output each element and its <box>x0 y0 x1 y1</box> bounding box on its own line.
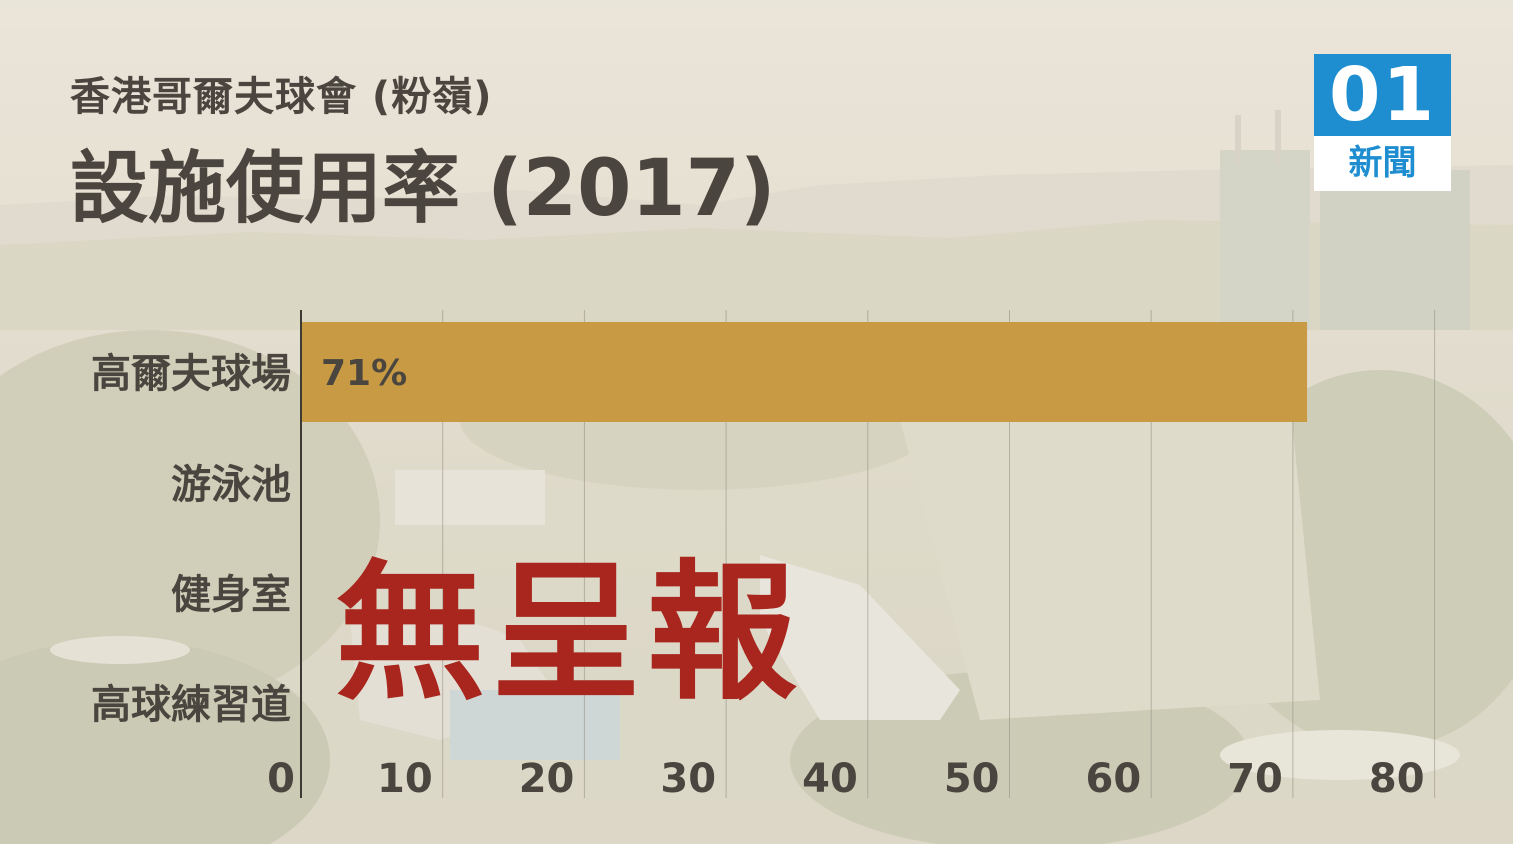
not-reported-stamp: 無呈報 <box>335 547 804 721</box>
x-tick-label: 70 <box>1227 756 1283 802</box>
logo-number: 01 <box>1329 52 1436 138</box>
category-label: 高球練習道 <box>91 682 291 728</box>
logo-label: 新聞 <box>1314 136 1451 191</box>
logo-blue-block <box>1314 54 1451 136</box>
chart-subtitle: 香港哥爾夫球會 (粉嶺) <box>70 74 493 120</box>
chart-title: 設施使用率 (2017) <box>70 144 776 234</box>
bar <box>302 322 1308 422</box>
hk01-logo: 01 新聞 <box>1314 54 1451 191</box>
data-label: 71% <box>321 353 407 394</box>
x-tick-label: 20 <box>519 756 575 802</box>
x-tick-label: 60 <box>1086 756 1142 802</box>
x-tick-label: 80 <box>1369 756 1425 802</box>
x-tick-label: 50 <box>944 756 1000 802</box>
category-label: 高爾夫球場 <box>91 351 291 397</box>
x-tick-label: 10 <box>377 756 433 802</box>
category-label: 游泳池 <box>171 462 291 508</box>
x-tick-label: 0 <box>267 756 295 802</box>
x-tick-label: 30 <box>660 756 716 802</box>
x-tick-label: 40 <box>802 756 858 802</box>
category-label: 健身室 <box>171 572 291 618</box>
